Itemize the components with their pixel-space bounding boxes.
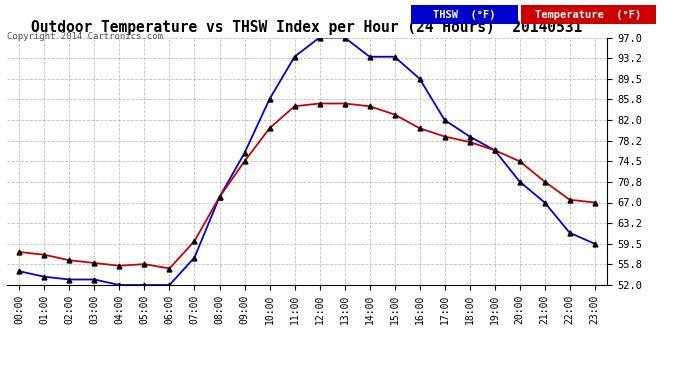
Title: Outdoor Temperature vs THSW Index per Hour (24 Hours)  20140531: Outdoor Temperature vs THSW Index per Ho…: [32, 20, 582, 35]
Text: Temperature  (°F): Temperature (°F): [535, 10, 641, 20]
Text: Copyright 2014 Cartronics.com: Copyright 2014 Cartronics.com: [7, 32, 163, 41]
Text: THSW  (°F): THSW (°F): [433, 10, 495, 20]
